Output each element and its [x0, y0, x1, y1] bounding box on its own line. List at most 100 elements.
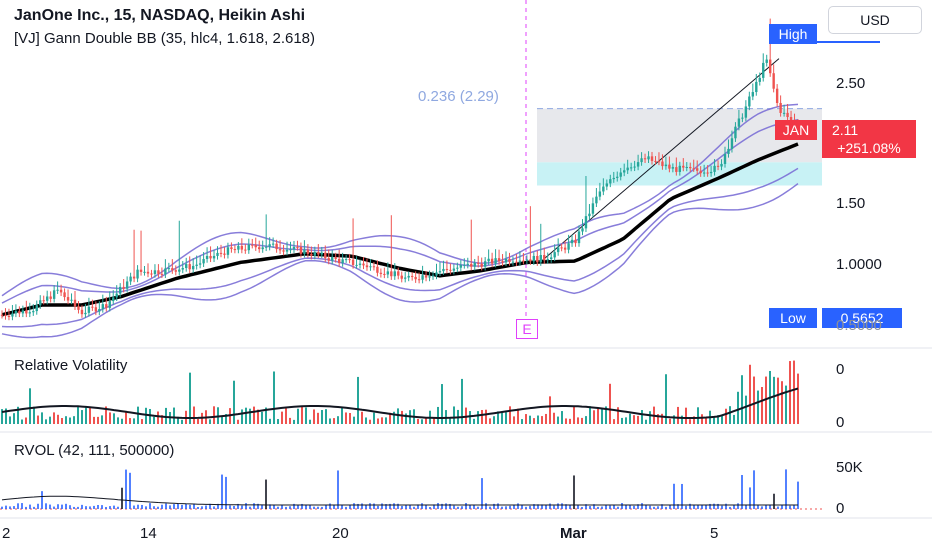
candle [136, 269, 139, 279]
rvol-bar [17, 503, 19, 509]
volatility-bar [365, 417, 367, 424]
rvol-bar [793, 505, 795, 509]
volatility-bar [589, 406, 591, 424]
rvol-bar [457, 506, 459, 509]
volatility-bar [425, 418, 427, 424]
rvol-bar [569, 505, 571, 509]
candle [216, 252, 219, 256]
volatility-bar [481, 409, 483, 424]
rvol-bar [289, 506, 291, 509]
candle [157, 270, 160, 274]
rvol-bar [525, 506, 527, 509]
candle [459, 264, 463, 268]
rvol-bar [477, 506, 479, 509]
candle [619, 172, 622, 177]
rvol-bar [209, 503, 211, 509]
currency-button[interactable]: USD [828, 6, 922, 34]
rvol-bar [537, 504, 539, 509]
candle [636, 162, 640, 167]
volatility-bar [565, 418, 567, 424]
volatility-bar [773, 376, 775, 424]
volatility-bar [113, 413, 115, 424]
volatility-bar [489, 418, 491, 424]
candle [626, 167, 629, 171]
candle [362, 263, 365, 266]
candle [258, 247, 261, 250]
candle [397, 271, 400, 276]
volatility-bar [333, 418, 335, 424]
candle [463, 264, 466, 266]
candle [515, 261, 518, 263]
volatility-bar [373, 412, 375, 424]
bollinger-band [1, 103, 799, 297]
rvol-bar [629, 505, 631, 509]
rvol-bar [13, 506, 15, 509]
candle [303, 249, 306, 254]
volatility-bar [685, 407, 687, 424]
rvol-bar [429, 506, 431, 509]
volatility-bar [485, 409, 487, 424]
rvol-bar [589, 506, 591, 509]
rvol-bar [361, 503, 363, 509]
rvol-bar [653, 506, 655, 509]
rvol-bar [125, 469, 127, 509]
candle [567, 243, 570, 250]
rvol-bar [777, 506, 779, 509]
candle [174, 270, 177, 272]
volatility-bar [277, 419, 279, 424]
candle [355, 264, 358, 266]
volatility-bar [85, 407, 87, 424]
rvol-bar [713, 503, 715, 509]
rvol-bar [53, 506, 55, 509]
candle [737, 118, 741, 127]
volatility-bar [521, 419, 523, 424]
volatility-bar [577, 417, 579, 424]
rvol-bar [357, 503, 359, 509]
rvol-bar [333, 504, 335, 509]
rvol-bar [157, 506, 159, 509]
volatility-bar [617, 407, 619, 424]
candle [682, 165, 685, 168]
rvol-bar [393, 503, 395, 509]
candle [775, 88, 779, 103]
volatility-bar [681, 415, 683, 424]
rvol-bar [281, 504, 283, 509]
candle [473, 262, 476, 267]
rvol-bar [73, 506, 75, 509]
volatility-bar [637, 415, 639, 424]
rvol-bar [573, 475, 575, 509]
candle [543, 255, 546, 261]
indicator-legend[interactable]: [VJ] Gann Double BB (35, hlc4, 1.618, 2.… [14, 30, 316, 47]
volatility-bar [9, 416, 11, 424]
volatility-bar [77, 406, 79, 424]
rvol-bar [197, 506, 199, 509]
rvol-bar [381, 503, 383, 509]
candle [414, 276, 417, 280]
rvol-bar [669, 505, 671, 509]
rvol-bar [101, 505, 103, 509]
volatility-bar [149, 408, 151, 424]
volatility-bar [449, 418, 451, 424]
trend-line[interactable] [539, 58, 780, 263]
rvol-bar [221, 474, 223, 509]
volatility-bar [309, 419, 311, 424]
candle [470, 263, 473, 267]
candle [584, 216, 588, 229]
volatility-bar [389, 412, 391, 424]
candle [348, 259, 351, 261]
rvol-bar [65, 503, 67, 509]
volatility-bar [673, 415, 675, 424]
rvol-bar [121, 487, 123, 509]
candle [734, 126, 737, 139]
candle [292, 246, 296, 250]
candle [539, 255, 542, 263]
rvol-bar [445, 503, 447, 509]
rvol-average [1, 495, 798, 506]
volatility-axis-label: 0 [836, 361, 845, 378]
volatility-bar [797, 373, 799, 424]
rvol-bar [149, 503, 151, 509]
earnings-marker[interactable]: E [516, 319, 538, 339]
chart-title: JanOne Inc., 15, NASDAQ, Heikin Ashi [14, 7, 306, 24]
candle [125, 281, 129, 289]
